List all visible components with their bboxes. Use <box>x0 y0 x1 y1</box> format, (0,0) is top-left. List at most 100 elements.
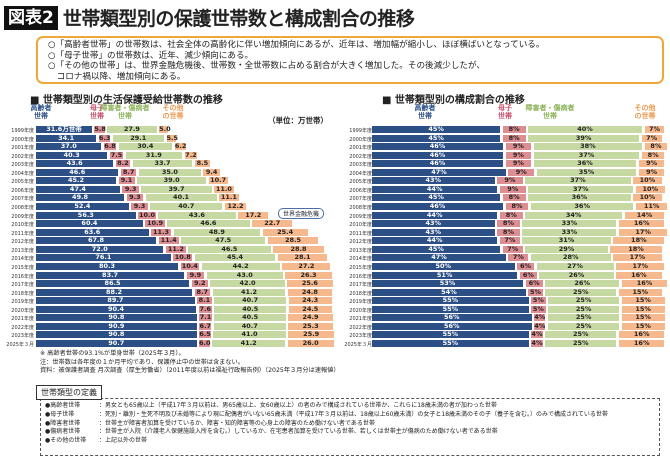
row-label: 2001年度 <box>11 145 34 152</box>
bar-elderly: 55% <box>372 305 529 313</box>
bar-disabled_sick: 42.0 <box>210 280 285 288</box>
bar-elderly: 56% <box>372 314 532 322</box>
bar-elderly: 44% <box>372 185 498 193</box>
definition-item: ●高齢者世帯 ：男女とも65歳以上（平成17年３月以前は、男65歳以上、女60歳以… <box>45 402 655 411</box>
row-label: 2018年度 <box>11 290 34 297</box>
row-label: 2017年度 <box>11 282 34 289</box>
summary-box: ○「高齢者世帯」の世帯数は、社会全体の高齢化に伴い増加傾向にあるが、近年は、増加… <box>36 36 664 84</box>
definition-term: ●傷病者世帯 <box>45 428 81 436</box>
bar-elderly: 83.7 <box>36 271 185 279</box>
row-label: 2022年度 <box>349 324 372 331</box>
bar-disabled_sick: 29% <box>525 245 608 253</box>
row-label: 2008年度 <box>349 205 372 212</box>
bar-other: 17% <box>613 254 662 262</box>
legend-header-single_mother: 母子 世帯 <box>90 104 104 120</box>
bar-single_mother: 6% <box>519 271 537 279</box>
bar-single_mother: 9% <box>505 160 532 168</box>
bar-single_mother: 8% <box>497 228 520 236</box>
bar-single_mother: 9% <box>497 177 523 185</box>
row-label: 2011年度 <box>11 230 34 237</box>
row-label: 1999年度 <box>349 128 372 134</box>
bar-elderly: 43% <box>372 220 495 228</box>
bar-disabled_sick: 33% <box>522 228 617 236</box>
bar-disabled_sick: 34% <box>525 211 623 219</box>
bar-disabled_sick: 41.0 <box>213 331 286 339</box>
bar-other: 28.8 <box>273 245 325 253</box>
bar-single_mother: 9.3 <box>131 203 148 211</box>
bar-disabled_sick: 25% <box>545 331 617 339</box>
bar-other: 9.4 <box>203 168 220 176</box>
bar-other: 17% <box>618 228 668 236</box>
bar-disabled_sick: 31.9 <box>125 151 183 159</box>
bar-disabled_sick: 47.5 <box>181 237 266 245</box>
bar-single_mother: 4% <box>534 313 546 322</box>
bar-single_mother: 10.4 <box>180 261 200 270</box>
row-label: 2007年度 <box>349 196 372 203</box>
bar-disabled_sick: 33.7 <box>132 160 193 168</box>
bar-other: 16% <box>618 331 665 339</box>
row-label: 2014年度 <box>349 256 372 263</box>
bar-disabled_sick: 26% <box>545 280 620 288</box>
row-label: 2018年度 <box>349 290 372 297</box>
bar-other: 11% <box>636 203 668 211</box>
bar-elderly: 63.6 <box>36 228 149 236</box>
bar-other: 26.3 <box>285 271 332 279</box>
bar-disabled_sick: 40% <box>528 126 643 133</box>
row-label: 2002年度 <box>349 153 372 160</box>
bar-elderly: 55% <box>372 331 529 339</box>
bar-elderly: 67.8 <box>36 237 156 245</box>
bar-disabled_sick: 26% <box>539 271 614 279</box>
definition-text: ：男女とも65歳以上（平成17年３月以前は、男65歳以上、女60歳以上）の者のみ… <box>99 402 497 409</box>
bar-elderly: 45% <box>372 194 501 202</box>
bar-single_mother: 9.3 <box>126 194 144 202</box>
bar-single_mother: 7.1 <box>199 313 212 322</box>
bar-single_mother: 6.5 <box>199 330 211 339</box>
bar-other: 9% <box>638 168 665 176</box>
bar-disabled_sick: 46.5 <box>188 245 271 253</box>
bar-elderly: 90.8 <box>36 331 197 339</box>
row-label: 2021年度 <box>349 316 372 323</box>
bar-elderly: 46% <box>372 151 504 159</box>
bar-single_mother: 6.8 <box>103 142 117 151</box>
row-label: 2008年度 <box>11 205 34 212</box>
row-label: 2014年度 <box>11 256 34 263</box>
bar-other: 6.2 <box>174 142 187 151</box>
bar-elderly: 56% <box>372 322 532 330</box>
bar-other: 7% <box>641 134 662 142</box>
bar-disabled_sick: 39.7 <box>141 185 212 193</box>
definition-text: ：上記以外の世帯 <box>99 437 148 445</box>
bar-disabled_sick: 35% <box>536 168 637 176</box>
bar-other: 15% <box>621 305 665 313</box>
bar-other: 16% <box>621 280 668 288</box>
bar-elderly: 55% <box>372 297 529 305</box>
definitions-title: 世帯類型の定義 <box>36 385 102 400</box>
row-label: 2004年度 <box>11 170 34 177</box>
bar-elderly: 31.6万世帯 <box>36 126 92 133</box>
bar-other: 10% <box>633 177 662 185</box>
definition-item: ●障害者世帯 ：世帯主が障害者加算を受けているか、障害・知的障害等の心身上の障害の… <box>45 420 655 429</box>
bar-elderly: 47% <box>372 254 506 262</box>
row-label: 2010年度 <box>11 222 34 229</box>
bar-single_mother: 9% <box>505 143 532 151</box>
bar-disabled_sick: 48.9 <box>173 228 261 236</box>
bar-elderly: 80.3 <box>36 262 179 270</box>
bar-single_mother: 6.7 <box>199 321 212 330</box>
definition-text: ：世帯主が入院（介護老人保健施設入所を含む。）しているか、在宅患者加算を受けてい… <box>99 428 498 436</box>
bar-other: 7.2 <box>184 150 198 159</box>
bar-elderly: 34.1 <box>36 134 97 142</box>
bar-single_mother: 11.3 <box>151 227 172 236</box>
legend-header-elderly: 高齢者 世帯 <box>30 104 52 120</box>
row-label: 2003年度 <box>11 162 34 169</box>
bar-other: 15% <box>621 314 665 322</box>
definition-item: ●傷病者世帯 ：世帯主が入院（介護老人保健施設入所を含む。）しているか、在宅患者加… <box>45 428 655 437</box>
row-label: 2013年度 <box>11 247 34 254</box>
bar-elderly: 37.0 <box>36 143 102 151</box>
bar-single_mother: 10.8 <box>173 253 193 262</box>
bar-single_mother: 8% <box>505 203 529 211</box>
definitions-box: ●高齢者世帯 ：男女とも65歳以上（平成17年３月以前は、男65歳以上、女60歳以… <box>40 398 660 456</box>
bar-single_mother: 8% <box>502 194 526 202</box>
bar-disabled_sick: 41.2 <box>212 288 286 296</box>
row-label: 2019年度 <box>349 299 372 306</box>
bar-single_mother: 8.7 <box>120 167 137 176</box>
bar-elderly: 46% <box>372 160 504 168</box>
